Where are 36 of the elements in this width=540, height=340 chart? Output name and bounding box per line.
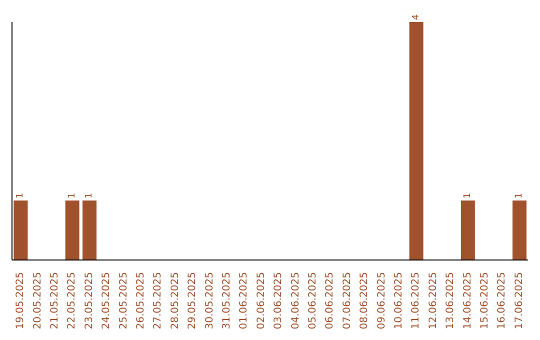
x-tick-label: 07.06.2025 (342, 272, 353, 330)
x-tick-label: 19.05.2025 (15, 272, 26, 330)
x-tick-label: 04.06.2025 (290, 272, 302, 330)
x-tick-label: 30.05.2025 (204, 272, 216, 330)
data-label: 1 (462, 192, 473, 198)
x-tick-label: 05.06.2025 (308, 272, 318, 330)
x-tick-label: 16.06.2025 (496, 272, 508, 330)
x-tick-label: 06.06.2025 (324, 272, 336, 330)
x-tick-label: 31.05.2025 (222, 272, 232, 330)
data-label: 1 (514, 192, 525, 198)
x-tick-label: 27.05.2025 (152, 272, 164, 330)
x-tick-label: 22.05.2025 (66, 272, 78, 330)
x-tick-label: 11.06.2025 (410, 272, 422, 330)
x-tick-label: 20.05.2025 (32, 272, 44, 330)
x-tick-label: 26.05.2025 (136, 272, 146, 330)
data-label: 1 (67, 192, 78, 198)
x-tick-label: 03.06.2025 (273, 272, 284, 330)
x-tick-label: 12.06.2025 (428, 272, 439, 330)
x-tick-label: 28.05.2025 (170, 272, 181, 330)
data-label: 4 (411, 14, 422, 20)
data-label: 1 (16, 192, 26, 198)
x-tick-label: 29.05.2025 (187, 272, 198, 330)
x-tick-label: 01.06.2025 (238, 272, 250, 330)
data-label: 1 (84, 192, 95, 198)
x-tick-label: 24.05.2025 (101, 272, 112, 330)
x-tick-label: 15.06.2025 (480, 272, 490, 330)
x-tick-label: 09.06.2025 (376, 272, 388, 330)
x-tick-label: 08.06.2025 (359, 272, 370, 330)
x-tick-label: 14.06.2025 (462, 272, 474, 330)
x-tick-label: 17.06.2025 (514, 272, 525, 330)
x-tick-label: 10.06.2025 (394, 272, 404, 330)
x-tick-label: 23.05.2025 (84, 272, 95, 330)
x-tick-label: 21.05.2025 (50, 272, 60, 330)
x-tick-label: 02.06.2025 (256, 272, 267, 330)
x-tick-label: 25.05.2025 (118, 272, 130, 330)
x-tick-label: 13.06.2025 (445, 272, 456, 330)
